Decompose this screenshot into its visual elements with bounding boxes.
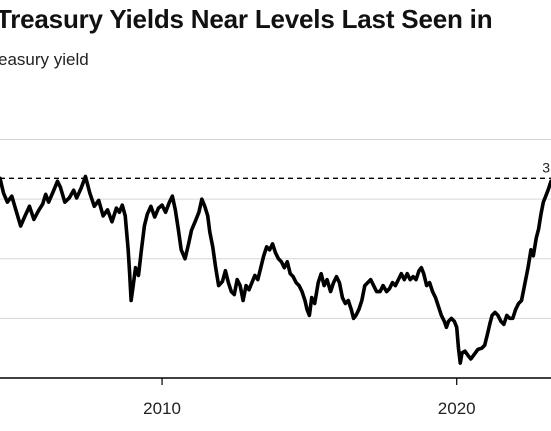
reference-line-group: 3 (0, 159, 551, 179)
x-axis: 2010 2020 (0, 377, 551, 418)
x-tick-label-2010: 2010 (143, 399, 181, 418)
chart-subtitle: easury yield (0, 50, 89, 69)
gridlines (0, 139, 551, 319)
x-tick-label-2020: 2020 (438, 399, 476, 418)
reference-line-label: 3 (542, 159, 550, 175)
chart-title: Treasury Yields Near Levels Last Seen in (0, 4, 493, 34)
series-group (0, 174, 551, 365)
series-line-0 (0, 174, 551, 365)
